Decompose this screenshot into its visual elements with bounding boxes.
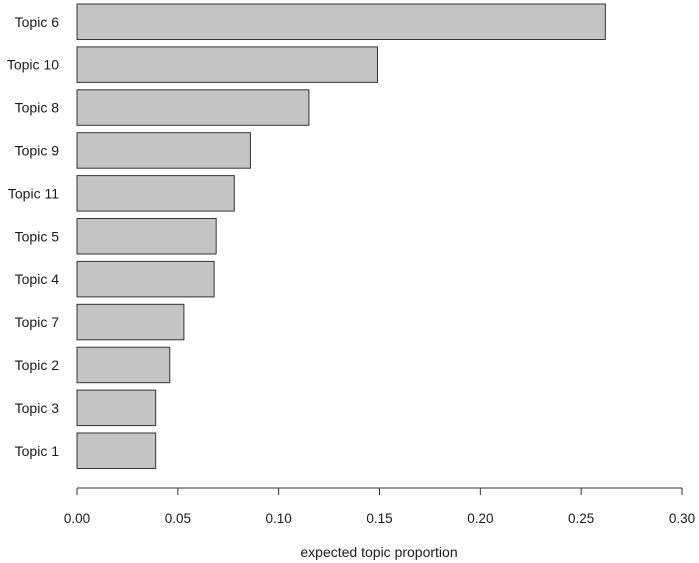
bars-group xyxy=(76,3,606,469)
x-tick-label: 0.25 xyxy=(568,511,594,526)
category-label-topic-11: Topic 11 xyxy=(8,185,59,201)
category-label-topic-1: Topic 1 xyxy=(15,443,60,459)
category-label-topic-5: Topic 5 xyxy=(15,228,60,244)
bar-topic-2 xyxy=(76,346,171,384)
x-tick-label: 0.30 xyxy=(669,511,695,526)
bar-topic-5 xyxy=(76,218,217,255)
bar-topic-4 xyxy=(76,260,215,298)
bar-topic-11 xyxy=(76,175,235,212)
bar-topic-7 xyxy=(76,303,185,341)
category-label-topic-10: Topic 10 xyxy=(7,57,59,73)
category-label-topic-7: Topic 7 xyxy=(15,314,60,330)
bar-topic-6 xyxy=(76,3,606,40)
category-label-topic-6: Topic 6 xyxy=(15,14,60,30)
category-label-topic-4: Topic 4 xyxy=(15,271,60,287)
category-label-topic-2: Topic 2 xyxy=(15,357,60,373)
bar-topic-8 xyxy=(76,89,310,126)
x-axis: 0.00 0.05 0.10 0.15 0.20 0.25 0.30 xyxy=(64,487,695,526)
category-labels: Topic 6 Topic 10 Topic 8 Topic 9 Topic 11 Top… xyxy=(7,14,59,459)
x-tick-label: 0.15 xyxy=(366,511,392,526)
bar-topic-3 xyxy=(76,389,157,427)
x-axis-title: expected topic proportion xyxy=(300,544,457,560)
category-label-topic-8: Topic 8 xyxy=(15,100,60,116)
category-label-topic-3: Topic 3 xyxy=(15,400,60,416)
x-tick-label: 0.20 xyxy=(467,511,493,526)
bar-topic-9 xyxy=(76,132,251,169)
bar-topic-10 xyxy=(76,46,378,83)
x-tick-label: 0.05 xyxy=(165,511,191,526)
x-tick-label: 0.10 xyxy=(266,511,292,526)
x-tick-label: 0.00 xyxy=(64,511,90,526)
bar-topic-1 xyxy=(76,432,157,469)
category-label-topic-9: Topic 9 xyxy=(15,142,60,158)
